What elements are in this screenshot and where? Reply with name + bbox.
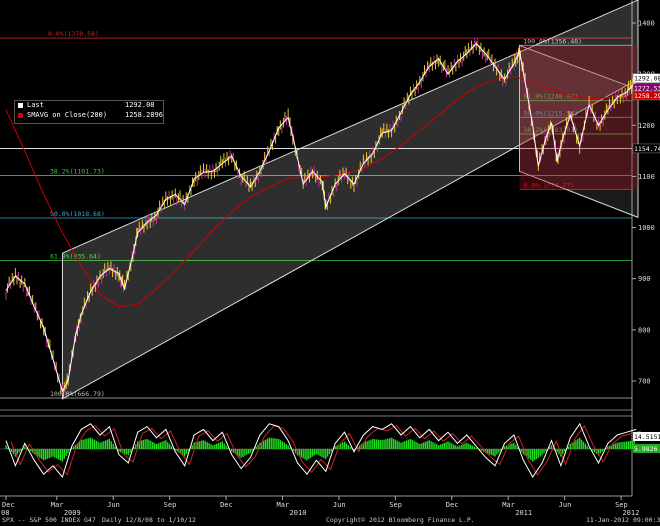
fib-label: 100.0%(666.79) xyxy=(50,390,105,398)
price-tick-label: 800 xyxy=(638,326,651,334)
sma-200-line xyxy=(5,76,637,308)
price-tick-label: 1200 xyxy=(638,122,655,130)
month-label: Mar xyxy=(277,501,290,509)
footer-bar: SPX -- S&P 500 INDEX G47 Daily 12/8/08 t… xyxy=(0,516,660,526)
price-badge xyxy=(632,143,660,154)
osc-badge-label: 5.9826 xyxy=(634,445,658,453)
price-badge xyxy=(632,73,660,83)
price-tick-label: 900 xyxy=(638,275,651,283)
legend-box: Last 1292.08 SMAVG on Close(200) 1258.28… xyxy=(14,100,164,124)
fib-label: 0.0%(1074.77) xyxy=(523,181,574,189)
month-label: Jun xyxy=(559,501,572,509)
fib-label: 50.0%(1018.68) xyxy=(50,210,105,218)
price-tick-label: 1100 xyxy=(638,173,655,181)
year-label: 2009 xyxy=(64,509,81,517)
month-label: Mar xyxy=(51,501,64,509)
legend-smavg-label: SMAVG on Close(200) xyxy=(27,111,108,119)
price-line xyxy=(5,42,637,393)
price-badge-label: 1292.08 xyxy=(634,75,660,83)
footer-ticker: SPX -- S&P 500 INDEX xyxy=(2,516,81,524)
footer-copyright: Copyright© 2012 Bloomberg Finance L.P. xyxy=(326,516,475,524)
fibonacci-levels: 0.0%(1370.58) 38.2%(1101.73) 50.0%(1018.68… xyxy=(0,30,632,399)
month-label: Dec xyxy=(2,501,15,509)
year-label: 08 xyxy=(1,509,9,517)
month-label: Sep xyxy=(164,501,177,509)
footer-timestamp: 11-Jan-2012 09:00:38 xyxy=(586,516,660,524)
legend-smavg-swatch xyxy=(18,113,23,118)
price-axis: 700800900100011001200130014001292.081272… xyxy=(632,20,660,385)
price-badge xyxy=(632,90,660,101)
price-tick-label: 1400 xyxy=(638,20,655,28)
footer-range: Daily 12/8/08 to 1/10/12 xyxy=(102,516,196,524)
fib-label: 38.2%(1183.07) xyxy=(523,126,578,134)
osc-badge-label: 14.5151 xyxy=(634,433,660,441)
fib-label: 38.2%(1101.73) xyxy=(50,168,105,176)
fib-label: 61.8%(1248.07) xyxy=(523,93,578,101)
time-axis: DecMarJunSepDecMarJunSepDecMarJunSepDec0… xyxy=(1,496,639,517)
osc-main-line xyxy=(5,422,637,479)
oscillator-panel: 14.5151 5.9826 xyxy=(0,422,660,479)
price-badge-label: 1258.29 xyxy=(634,92,660,100)
fib-label: 0.0%(1370.58) xyxy=(48,30,99,38)
footer-code: G47 xyxy=(84,516,96,524)
month-label: Dec xyxy=(220,501,233,509)
month-label: Jun xyxy=(333,501,346,509)
osc-badge xyxy=(633,432,660,441)
price-badge-label: 1272.53 xyxy=(634,85,660,93)
year-label: 2010 xyxy=(290,509,307,517)
year-label: 2011 xyxy=(515,509,532,517)
month-label: Mar xyxy=(502,501,515,509)
legend-last-swatch xyxy=(18,103,23,108)
price-panel xyxy=(0,0,632,410)
fib-label: 50.0%(1215.57) xyxy=(523,109,578,117)
month-label: Jun xyxy=(107,501,120,509)
price-badge-label: 1154.74 xyxy=(634,145,660,153)
legend-last-value: 1292.08 xyxy=(125,101,155,109)
legend-smavg-value: 1258.2896 xyxy=(125,111,163,119)
up-trend-channel xyxy=(61,0,639,400)
legend-last-label: Last xyxy=(27,101,44,109)
fib-label: 100.0%(1356.48) xyxy=(523,37,582,45)
trend-channels xyxy=(61,0,639,400)
price-tick-label: 700 xyxy=(638,377,651,385)
price-series xyxy=(5,38,637,398)
month-label: Sep xyxy=(389,501,402,509)
month-label: Sep xyxy=(615,501,628,509)
month-label: Dec xyxy=(446,501,459,509)
retracement-box xyxy=(519,45,638,190)
osc-badge xyxy=(633,444,660,453)
price-tick-label: 1000 xyxy=(638,224,655,232)
year-label: 2012 xyxy=(622,509,639,517)
